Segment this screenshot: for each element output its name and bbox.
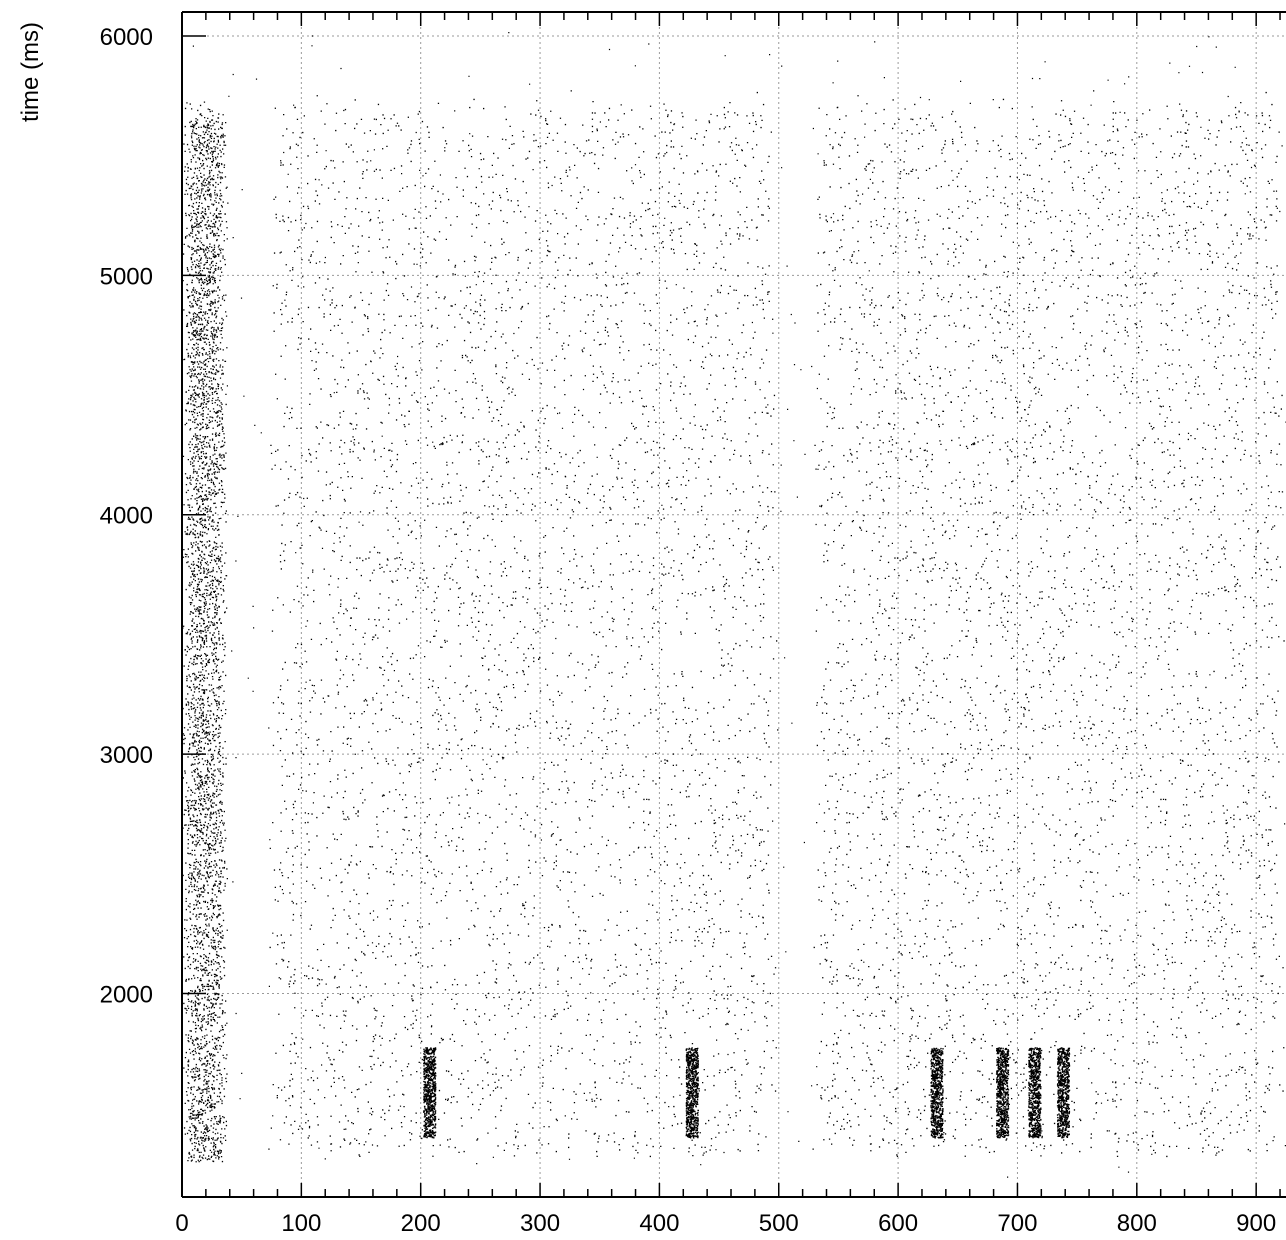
x-tick-label: 400 (639, 1210, 679, 1237)
x-tick-label: 900 (1236, 1210, 1276, 1237)
y-tick-label: 2000 (100, 982, 153, 1009)
axes (182, 12, 1286, 1197)
y-axis-ticks: 2000 3000 4000 5000 6000 (100, 24, 206, 1009)
grid-lines (182, 12, 1286, 1197)
raster-points (182, 32, 1286, 1178)
y-tick-label: 3000 (100, 742, 153, 769)
y-axis-title: time (ms) (17, 22, 44, 122)
x-tick-label: 600 (878, 1210, 918, 1237)
x-tick-label: 700 (997, 1210, 1037, 1237)
y-tick-label: 4000 (100, 503, 153, 530)
x-tick-label: 0 (175, 1210, 188, 1237)
x-tick-label: 200 (401, 1210, 441, 1237)
x-tick-label: 100 (281, 1210, 321, 1237)
x-tick-label: 800 (1117, 1210, 1157, 1237)
y-tick-label: 6000 (100, 24, 153, 51)
y-tick-label: 5000 (100, 263, 153, 290)
x-axis-ticks: 0 100 200 300 400 500 600 700 800 900 (175, 12, 1280, 1237)
x-tick-label: 300 (520, 1210, 560, 1237)
spike-points (182, 32, 1286, 1178)
x-tick-label: 500 (759, 1210, 799, 1237)
